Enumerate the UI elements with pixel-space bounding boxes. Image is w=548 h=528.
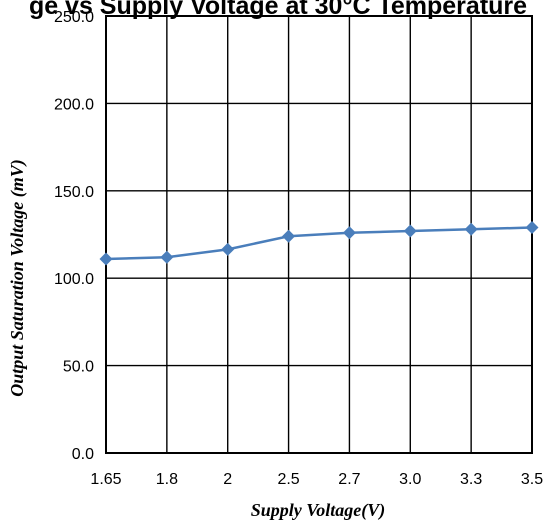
x-axis-label: Supply Voltage(V) xyxy=(251,500,386,521)
series-group xyxy=(99,221,539,266)
data-point xyxy=(403,224,417,238)
y-tick-label: 50.0 xyxy=(63,359,94,376)
data-point xyxy=(342,226,356,240)
x-tick-labels: 1.65 1.8 2 2.5 2.7 3.0 3.3 3.5 xyxy=(90,471,543,488)
data-point xyxy=(160,250,174,264)
data-point xyxy=(99,252,113,266)
series-line xyxy=(105,226,533,261)
x-tick-label: 3.3 xyxy=(460,471,482,488)
data-point xyxy=(525,221,539,235)
y-tick-label: 150.0 xyxy=(54,184,94,201)
y-axis-label: Output Saturation Voltage (mV) xyxy=(7,159,28,397)
x-tick-label: 2 xyxy=(223,471,232,488)
y-tick-label: 100.0 xyxy=(54,271,94,288)
data-point xyxy=(464,222,478,236)
x-tick-label: 2.5 xyxy=(277,471,299,488)
y-tick-labels: 0.0 50.0 100.0 150.0 200.0 250.0 xyxy=(54,9,94,463)
data-point xyxy=(282,229,296,243)
x-tick-label: 3.5 xyxy=(521,471,543,488)
data-point xyxy=(221,242,235,256)
plot-border xyxy=(105,15,533,454)
x-tick-label: 2.7 xyxy=(338,471,360,488)
y-tick-label: 200.0 xyxy=(54,96,94,113)
x-tick-label: 1.8 xyxy=(156,471,178,488)
y-tick-label: 0.0 xyxy=(72,446,94,463)
y-tick-label: 250.0 xyxy=(54,9,94,26)
x-tick-label: 3.0 xyxy=(399,471,421,488)
x-tick-label: 1.65 xyxy=(90,471,121,488)
